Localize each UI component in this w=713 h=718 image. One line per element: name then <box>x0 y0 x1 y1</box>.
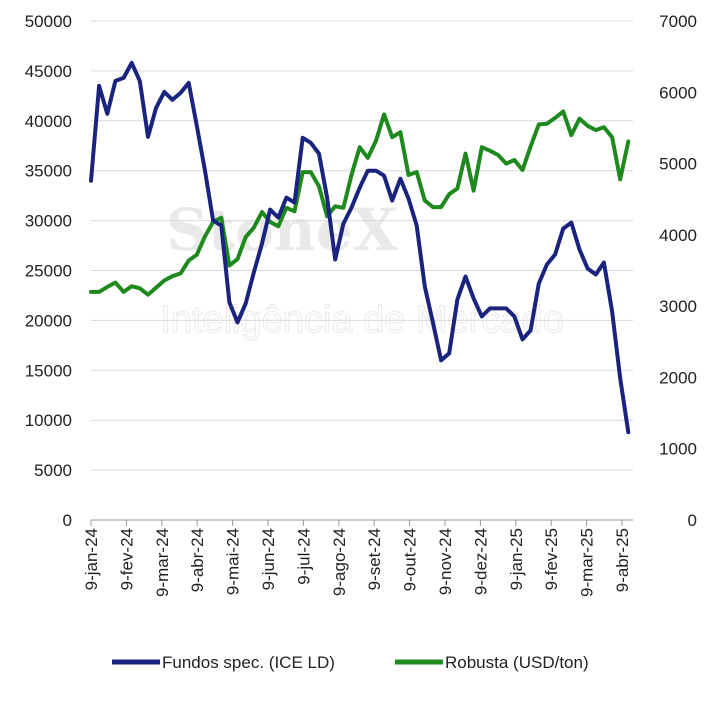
series-line-robusta <box>89 109 631 297</box>
y-left-tick-label: 40000 <box>25 112 72 131</box>
y-left-tick-label: 0 <box>63 511 72 530</box>
legend: Fundos spec. (ICE LD) Robusta (USD/ton) <box>112 653 589 672</box>
x-tick-label: 9-fev-24 <box>117 528 136 590</box>
x-tick-label: 9-abr-24 <box>188 528 207 592</box>
legend-label-robusta: Robusta (USD/ton) <box>445 653 589 672</box>
y-left-tick-label: 15000 <box>25 361 72 380</box>
y-right-tick-label: 4000 <box>659 226 697 245</box>
y-left-tick-label: 25000 <box>25 262 72 281</box>
x-tick-label: 9-fev-25 <box>542 528 561 590</box>
y-right-tick-label: 1000 <box>659 440 697 459</box>
y-axis-left-labels: 0 5000 10000 15000 20000 25000 30000 35000 40000… <box>25 12 72 530</box>
x-tick-label: 9-mar-24 <box>153 528 172 597</box>
x-tick-label: 9-abr-25 <box>613 528 632 592</box>
x-tick-label: 9-set-24 <box>365 528 384 590</box>
y-left-tick-label: 45000 <box>25 62 72 81</box>
y-left-tick-label: 30000 <box>25 212 72 231</box>
gridlines <box>91 20 633 521</box>
x-tick-label: 9-jul-24 <box>294 528 313 585</box>
y-right-tick-label: 7000 <box>659 12 697 31</box>
series-line-fundos <box>89 60 631 435</box>
y-left-tick-label: 5000 <box>34 461 72 480</box>
x-axis-labels: 9-jan-24 9-fev-24 9-mar-24 9-abr-24 9-mai-24… <box>82 528 632 597</box>
y-left-tick-label: 35000 <box>25 162 72 181</box>
series-lines <box>89 60 631 435</box>
x-tick-label: 9-nov-24 <box>436 528 455 595</box>
y-right-tick-label: 3000 <box>659 297 697 316</box>
legend-label-fundos: Fundos spec. (ICE LD) <box>162 653 335 672</box>
y-left-tick-label: 20000 <box>25 311 72 330</box>
y-right-tick-label: 6000 <box>659 83 697 102</box>
y-left-tick-label: 10000 <box>25 411 72 430</box>
y-right-tick-label: 5000 <box>659 155 697 174</box>
y-left-tick-label: 50000 <box>25 12 72 31</box>
x-tick-label: 9-jan-25 <box>507 528 526 590</box>
x-tick-label: 9-ago-24 <box>330 528 349 596</box>
x-tick-label: 9-jun-24 <box>259 528 278 590</box>
x-tick-label: 9-dez-24 <box>471 528 490 595</box>
x-tick-label: 9-jan-24 <box>82 528 101 590</box>
y-right-tick-label: 0 <box>688 511 697 530</box>
x-tick-label: 9-out-24 <box>401 528 420 591</box>
x-tick-label: 9-mar-25 <box>578 528 597 597</box>
y-right-tick-label: 2000 <box>659 368 697 387</box>
x-tick-label: 9-mai-24 <box>224 528 243 595</box>
axes <box>90 519 633 526</box>
y-axis-right-labels: 0 1000 2000 3000 4000 5000 6000 7000 <box>659 12 697 530</box>
